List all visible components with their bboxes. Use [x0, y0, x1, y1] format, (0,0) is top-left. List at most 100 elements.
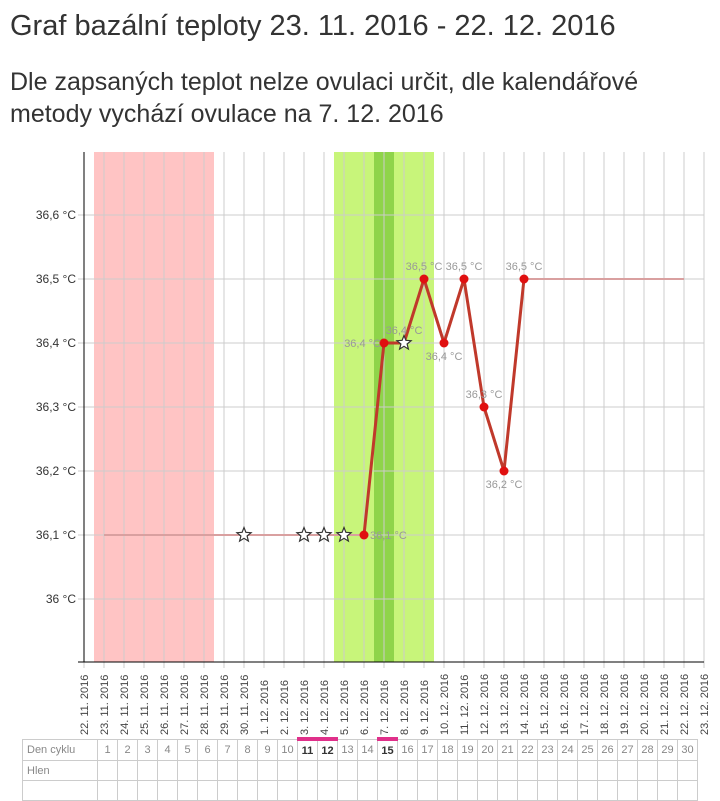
table-cell	[637, 760, 658, 781]
cycle-day-cell: 4	[157, 738, 178, 761]
y-tick-label: 36,4 °C	[36, 336, 76, 350]
date-label: 18. 12. 2016	[599, 674, 611, 735]
data-point	[439, 338, 449, 348]
cycle-day-cell: 9	[257, 738, 278, 761]
star-marker	[295, 525, 313, 543]
table-cell	[437, 760, 458, 781]
cycle-day-cell: 20	[477, 738, 498, 761]
table-cell	[517, 760, 538, 781]
date-label: 27. 11. 2016	[179, 675, 191, 735]
data-label: 36,5 °C	[406, 261, 443, 273]
ovulation-note: Dle zapsaných teplot nelze ovulaci určit…	[10, 68, 639, 128]
date-label: 13. 12. 2016	[499, 674, 511, 735]
date-label: 30. 11. 2016	[239, 675, 251, 735]
cycle-day-cell: 16	[397, 738, 418, 761]
star-marker	[315, 525, 333, 543]
data-point	[479, 402, 489, 412]
date-label: 1. 12. 2016	[259, 680, 271, 735]
y-tick-label: 36 °C	[46, 592, 76, 606]
table-cell	[457, 760, 478, 781]
cycle-day-cell: 10	[277, 738, 298, 761]
table-cell	[357, 760, 378, 781]
table-cell	[137, 760, 158, 781]
date-label: 19. 12. 2016	[619, 674, 631, 735]
date-label: 10. 12. 2016	[439, 674, 451, 735]
table-cell	[257, 760, 278, 781]
y-tick-label: 36,5 °C	[36, 272, 76, 286]
table-cell	[617, 760, 638, 781]
table-cell	[297, 760, 318, 781]
cycle-day-cell: 30	[677, 738, 698, 761]
date-label: 2. 12. 2016	[279, 680, 291, 735]
table-cell	[197, 760, 218, 781]
date-label: 14. 12. 2016	[519, 674, 531, 735]
data-point	[519, 274, 529, 284]
date-label: 12. 12. 2016	[479, 674, 491, 735]
date-label: 8. 12. 2016	[399, 680, 411, 735]
cycle-day-cell: 22	[517, 738, 538, 761]
cycle-day-cell: 19	[457, 738, 478, 761]
data-label: 36,5 °C	[446, 261, 483, 273]
date-label: 22. 11. 2016	[79, 675, 91, 735]
star-marker	[335, 525, 353, 543]
data-label: 36,4 °C	[426, 351, 463, 363]
date-label: 17. 12. 2016	[579, 674, 591, 735]
date-label: 9. 12. 2016	[419, 680, 431, 735]
table-cell	[117, 760, 138, 781]
table-cell	[97, 760, 118, 781]
table-cell	[317, 760, 338, 781]
date-label: 4. 12. 2016	[319, 680, 331, 735]
row-label-mucus: Hlen	[22, 760, 98, 781]
cycle-day-cell: 24	[557, 738, 578, 761]
cycle-day-cell: 2	[117, 738, 138, 761]
date-label: 7. 12. 2016	[379, 680, 391, 735]
temperature-chart: 22. 11. 2016 23. 11. 2016 24. 11. 2016 25. …	[36, 152, 711, 735]
date-label: 23. 11. 2016	[99, 675, 111, 735]
table-cell	[497, 760, 518, 781]
y-tick-label: 36,1 °C	[36, 528, 76, 542]
cycle-day-cell: 23	[537, 738, 558, 761]
date-label: 20. 12. 2016	[639, 674, 651, 735]
date-label: 25. 11. 2016	[139, 675, 151, 735]
date-label: 5. 12. 2016	[339, 680, 351, 735]
cycle-day-cell: 14	[357, 738, 378, 761]
table-cell	[157, 760, 178, 781]
data-point	[419, 274, 429, 284]
date-label: 24. 11. 2016	[119, 675, 131, 735]
date-label: 29. 11. 2016	[219, 675, 231, 735]
table-cell	[217, 760, 238, 781]
cycle-day-cell: 3	[137, 738, 158, 761]
cycle-table: Den cyklu 1 2 3 4 5 6 7 8 9 10 11 12 13 14 15 16 17 18 19 20…	[22, 737, 698, 801]
data-label: 36,5 °C	[506, 261, 543, 273]
cycle-day-cell: 12	[317, 737, 338, 761]
table-cell	[397, 760, 418, 781]
date-label: 28. 11. 2016	[199, 675, 211, 735]
row-label-cycle-day: Den cyklu	[22, 738, 98, 761]
table-cell	[657, 760, 678, 781]
table-cell	[477, 760, 498, 781]
data-label: 36,4 °C	[344, 338, 381, 350]
y-tick-label: 36,6 °C	[36, 208, 76, 222]
date-label: 22. 12. 2016	[679, 674, 691, 735]
date-label: 3. 12. 2016	[299, 680, 311, 735]
table-cell	[237, 760, 258, 781]
date-label: 16. 12. 2016	[559, 674, 571, 735]
data-point	[499, 466, 509, 476]
cycle-day-cell: 8	[237, 738, 258, 761]
cycle-day-cell: 6	[197, 738, 218, 761]
date-label: 15. 12. 2016	[539, 674, 551, 735]
cycle-day-cell: 5	[177, 738, 198, 761]
table-cell	[577, 760, 598, 781]
star-marker	[395, 333, 413, 351]
table-cell	[177, 760, 198, 781]
data-point	[459, 274, 469, 284]
cycle-day-cell: 28	[637, 738, 658, 761]
cycle-day-cell: 27	[617, 738, 638, 761]
data-point	[379, 338, 389, 348]
cycle-day-cell: 21	[497, 738, 518, 761]
date-label: 11. 12. 2016	[459, 675, 471, 735]
data-label: 36,4 °C	[386, 325, 423, 337]
y-tick-label: 36,2 °C	[36, 464, 76, 478]
table-cell	[417, 760, 438, 781]
data-label: 36,1 °C	[370, 530, 407, 542]
